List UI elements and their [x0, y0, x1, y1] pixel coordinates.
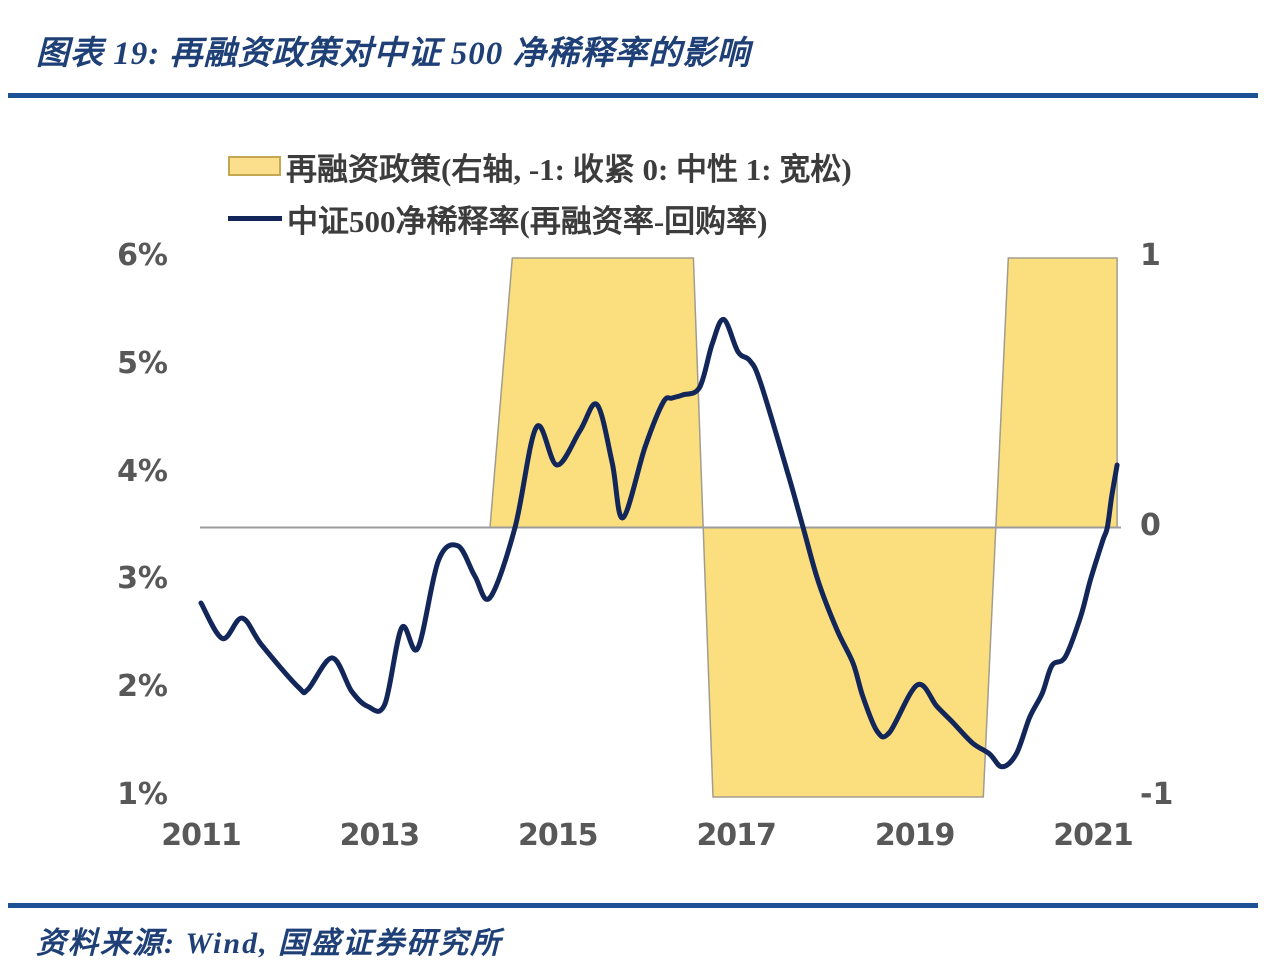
y-axis-left-tick-1: 1%	[117, 777, 168, 812]
figure-title: 图表 19: 再融资政策对中证 500 净稀释率的影响	[36, 36, 751, 72]
x-axis-tick-2013: 2013	[339, 818, 421, 853]
policy-area-swatch-icon	[228, 156, 281, 176]
x-axis-tick-2011: 2011	[161, 818, 242, 853]
chart-legend: 再融资政策(右轴, -1: 收紧 0: 中性 1: 宽松) 中证500净稀释率(…	[228, 140, 852, 244]
y-axis-left-tick-3: 3%	[117, 561, 168, 597]
legend-item-dilution: 中证500净稀释率(再融资率-回购率)	[228, 192, 852, 244]
y-axis-left-tick-4: 4%	[117, 453, 168, 489]
source-divider-rule	[8, 903, 1258, 908]
x-axis-tick-2021: 2021	[1053, 818, 1134, 853]
y-axis-left-tick-5: 5%	[117, 345, 168, 381]
legend-policy-label: 再融资政策(右轴, -1: 收紧 0: 中性 1: 宽松)	[286, 151, 852, 187]
x-axis-tick-2015: 2015	[518, 818, 599, 853]
y-axis-left-tick-2: 2%	[117, 669, 168, 705]
x-axis-tick-2017: 2017	[696, 818, 777, 853]
y-axis-right-tick-1: 1	[1140, 238, 1161, 273]
legend-dilution-label: 中证500净稀释率(再融资率-回购率)	[287, 203, 768, 239]
source-note: 资料来源: Wind, 国盛证券研究所	[36, 927, 503, 960]
y-axis-right-tick-0: 0	[1140, 507, 1161, 543]
x-axis-tick-2019: 2019	[874, 818, 956, 853]
y-axis-left-tick-6: 6%	[117, 238, 168, 273]
title-divider-rule	[8, 93, 1258, 98]
y-axis-right-tick--1: -1	[1140, 777, 1174, 812]
dilution-line-swatch-icon	[228, 215, 282, 221]
dilution-line-series	[198, 316, 1120, 770]
legend-item-policy: 再融资政策(右轴, -1: 收紧 0: 中性 1: 宽松)	[228, 140, 852, 192]
